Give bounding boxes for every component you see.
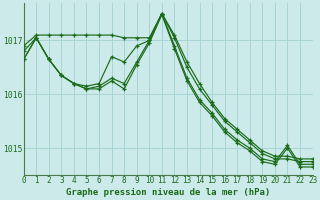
X-axis label: Graphe pression niveau de la mer (hPa): Graphe pression niveau de la mer (hPa) bbox=[66, 188, 270, 197]
